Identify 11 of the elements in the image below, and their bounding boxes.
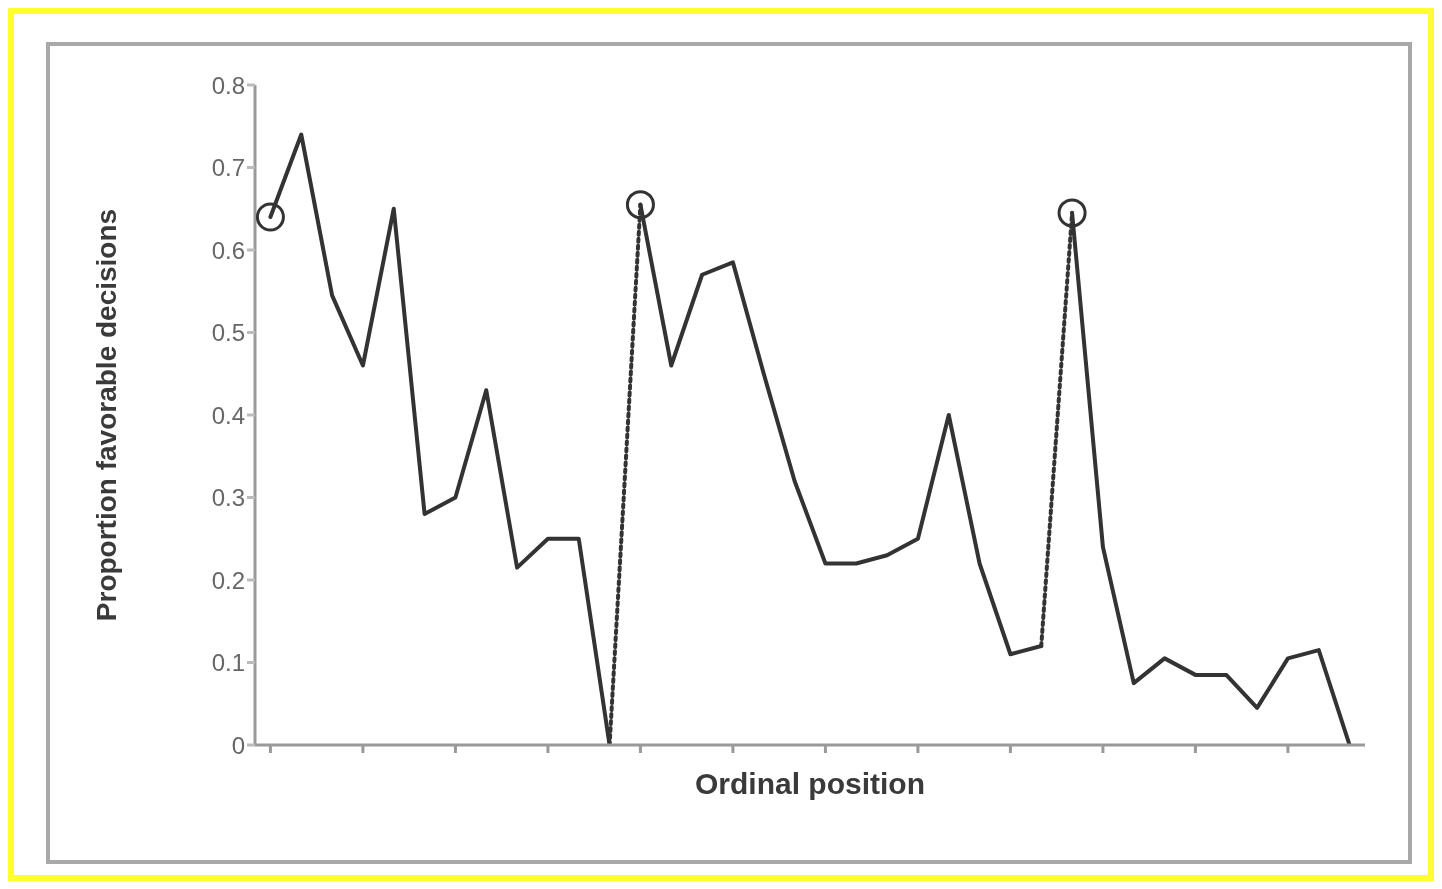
y-tick-label: 0.2 (211, 566, 245, 594)
y-tick-label: 0 (231, 731, 245, 759)
y-tick-label: 0.5 (211, 319, 245, 347)
y-tick-label: 0.4 (211, 401, 245, 429)
y-tick-label: 0.7 (211, 154, 245, 182)
x-axis-title: Ordinal position (695, 767, 925, 801)
y-tick-label: 0.3 (211, 484, 245, 512)
y-axis-title: Proportion favorable decisions (90, 208, 122, 622)
y-tick-label: 0.8 (211, 71, 245, 99)
y-tick-label: 0.1 (211, 649, 245, 677)
y-tick-label: 0.6 (211, 236, 245, 264)
